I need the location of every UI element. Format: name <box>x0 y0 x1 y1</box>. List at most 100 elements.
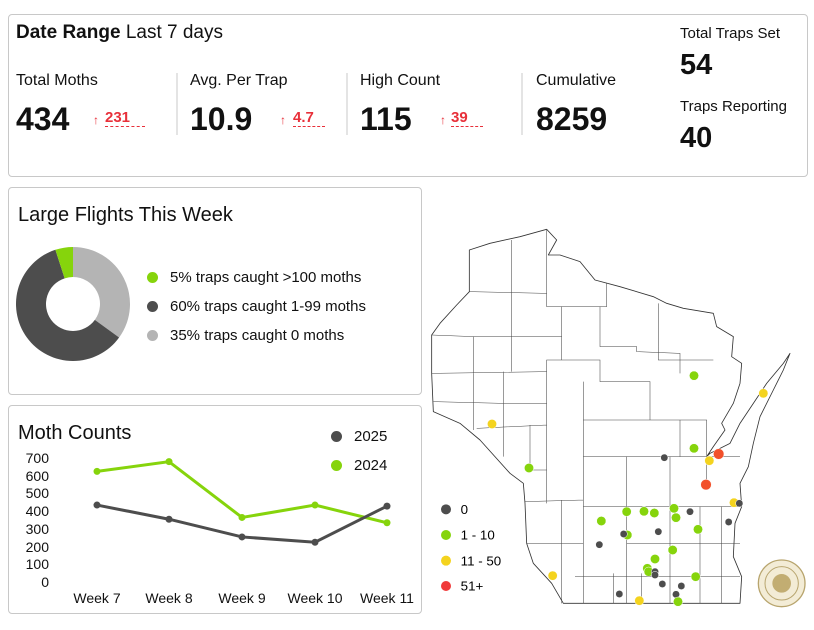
date-range: Date Range Last 7 days <box>16 22 223 44</box>
x-tick-label: Week 10 <box>287 590 343 606</box>
trap-marker[interactable] <box>547 570 558 581</box>
traps-set-value: 54 <box>680 49 713 81</box>
data-point[interactable] <box>93 501 101 509</box>
trap-marker[interactable] <box>690 571 701 582</box>
large-flights-title: Large Flights This Week <box>18 204 233 226</box>
trap-marker[interactable] <box>713 448 725 460</box>
data-point[interactable] <box>93 467 101 475</box>
trap-marker[interactable] <box>677 582 686 590</box>
trap-marker[interactable] <box>596 516 607 526</box>
legend-label: 5% traps caught >100 moths <box>170 269 362 286</box>
moth-counts-title: Moth Counts <box>18 422 132 444</box>
metric-delta-total-moths[interactable]: 231 <box>105 110 145 127</box>
trap-marker[interactable] <box>669 503 679 514</box>
summary-panel: Date Range Last 7 days Total Moths 434 ↑… <box>8 14 808 177</box>
data-point[interactable] <box>311 501 319 509</box>
legend-label: 51+ <box>461 579 484 594</box>
trap-marker[interactable] <box>487 419 497 429</box>
legend-dot <box>147 330 158 341</box>
y-tick-label: 300 <box>25 520 49 537</box>
data-point[interactable] <box>165 458 173 466</box>
trap-marker[interactable] <box>667 545 678 555</box>
metric-label-high-count: High Count <box>360 72 441 89</box>
metric-delta-avg-per-trap[interactable]: 4.7 <box>293 110 325 127</box>
legend-item: 35% traps caught 0 moths <box>147 321 366 350</box>
trap-marker[interactable] <box>660 453 669 462</box>
trap-marker[interactable] <box>650 554 660 564</box>
legend-dot <box>441 555 451 566</box>
donut-legend: 5% traps caught >100 moths 60% traps cau… <box>147 263 366 350</box>
legend-label: 60% traps caught 1-99 moths <box>170 298 366 315</box>
trap-marker[interactable] <box>686 507 694 516</box>
data-point[interactable] <box>311 538 319 546</box>
donut-slice[interactable] <box>73 247 130 338</box>
legend-label: 35% traps caught 0 moths <box>170 327 345 344</box>
legend-dot <box>147 301 158 312</box>
legend-map: 0 1 - 10 11 - 50 51+ <box>441 502 501 594</box>
metric-value-total-moths: 434 <box>16 101 70 137</box>
date-range-value: Last 7 days <box>125 22 223 43</box>
data-point[interactable] <box>238 513 246 521</box>
trap-marker[interactable] <box>689 443 699 454</box>
legend-item: 5% traps caught >100 moths <box>147 263 366 292</box>
legend-item-2025: 2025 <box>331 428 387 445</box>
trap-marker[interactable] <box>693 524 703 535</box>
wisconsin-trap-map[interactable]: 0 1 - 10 11 - 50 51+ <box>420 190 810 610</box>
trap-marker[interactable] <box>658 580 667 588</box>
legend-label: 11 - 50 <box>461 553 502 568</box>
legend-label: 2024 <box>354 457 388 474</box>
y-tick-label: 400 <box>25 503 49 520</box>
traps-reporting-value: 40 <box>680 122 713 154</box>
data-point[interactable] <box>383 502 391 510</box>
up-arrow-icon: ↑ <box>93 113 99 127</box>
trap-marker[interactable] <box>673 596 683 607</box>
trap-marker[interactable] <box>621 506 632 517</box>
trap-marker[interactable] <box>595 540 604 549</box>
data-point[interactable] <box>383 519 391 527</box>
up-arrow-icon: ↑ <box>280 113 286 127</box>
metric-value-high-count: 115 <box>360 101 412 137</box>
trap-marker[interactable] <box>689 370 699 381</box>
data-point[interactable] <box>165 515 173 523</box>
metric-label-cumulative: Cumulative <box>536 72 617 89</box>
trap-marker[interactable] <box>704 455 715 466</box>
trap-marker[interactable] <box>634 595 645 606</box>
trap-marker[interactable] <box>758 388 769 399</box>
legend-item: 60% traps caught 1-99 moths <box>147 292 366 321</box>
x-tick-label: Week 8 <box>145 590 193 606</box>
x-tick-label: Week 7 <box>73 590 121 606</box>
divider <box>521 73 523 135</box>
x-tick-label: Week 11 <box>360 590 414 606</box>
y-tick-label: 500 <box>25 485 49 502</box>
trap-marker[interactable] <box>649 508 660 518</box>
donut-slice[interactable] <box>16 249 120 361</box>
legend-dot <box>331 431 342 442</box>
y-tick-label: 200 <box>25 538 49 555</box>
y-tick-label: 100 <box>25 556 49 573</box>
y-tick-label: 600 <box>25 467 49 484</box>
legend-dot <box>331 460 342 471</box>
legend-label: 2025 <box>354 428 388 445</box>
metric-delta-high-count[interactable]: 39 <box>451 110 483 127</box>
trap-marker[interactable] <box>671 512 681 523</box>
legend-label: 0 <box>461 502 468 517</box>
divider <box>176 73 178 135</box>
trap-marker[interactable] <box>639 506 649 517</box>
x-tick-label: Week 9 <box>218 590 266 606</box>
trap-marker[interactable] <box>524 463 534 473</box>
trap-marker[interactable] <box>619 530 628 538</box>
metric-value-cumulative: 8259 <box>536 101 608 137</box>
trap-marker[interactable] <box>651 571 659 579</box>
traps-reporting-label: Traps Reporting <box>680 98 787 115</box>
county-lines <box>431 230 740 604</box>
trap-marker[interactable] <box>724 518 733 526</box>
donut-slice[interactable] <box>55 247 73 279</box>
trap-marker[interactable] <box>654 527 663 536</box>
trap-marker[interactable] <box>700 479 712 491</box>
data-point[interactable] <box>238 533 246 541</box>
metric-value-avg-per-trap: 10.9 <box>190 101 253 137</box>
trap-marker[interactable] <box>615 590 624 598</box>
metric-label-total-moths: Total Moths <box>16 72 98 89</box>
trap-marker[interactable] <box>735 499 744 508</box>
metric-label-avg-per-trap: Avg. Per Trap <box>190 72 288 89</box>
